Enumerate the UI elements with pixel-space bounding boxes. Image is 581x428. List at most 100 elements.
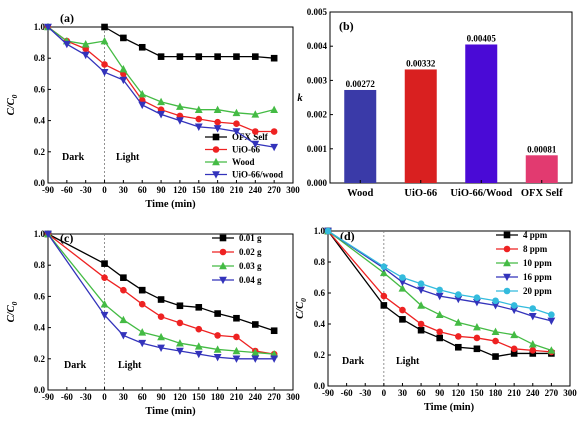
x-tick-label: 300 [286, 185, 300, 195]
data-point [252, 128, 259, 135]
plot-frame [327, 230, 571, 387]
x-tick-label: 60 [138, 185, 148, 195]
x-tick-label: 270 [267, 185, 281, 195]
data-point [548, 311, 555, 319]
y-tick-label: 0.8 [34, 53, 46, 63]
data-point [214, 53, 221, 60]
data-point [194, 342, 203, 350]
data-point [417, 286, 425, 294]
data-point [119, 332, 128, 340]
data-point [435, 310, 444, 318]
y-tick-label: 0.6 [34, 291, 46, 301]
x-tick-label: -90 [42, 392, 54, 402]
series-0 [101, 23, 278, 62]
legend-marker [503, 273, 511, 282]
panel-b: 0.000 0.001 0.002 0.003 0.004 0.005 0.00272 Woo… [297, 7, 573, 199]
bar-value-label: 0.00405 [467, 33, 497, 43]
x-tick-label: 90 [435, 388, 445, 398]
data-point [399, 274, 406, 281]
series-3 [324, 227, 556, 325]
y-tick-label: 0.4 [34, 323, 46, 333]
data-point [44, 230, 52, 239]
y-tick-label: 1.0 [34, 229, 46, 239]
data-point [454, 318, 463, 326]
data-point [528, 340, 537, 348]
x-tick-label: 240 [526, 388, 540, 398]
data-point [194, 105, 203, 113]
data-point [380, 302, 388, 309]
data-point [252, 53, 259, 60]
panel-label: (b) [339, 19, 354, 33]
x-tick-label: -30 [80, 185, 92, 195]
data-point [176, 117, 184, 125]
data-point [251, 110, 260, 118]
y-tick-label: 0.2 [34, 147, 46, 157]
data-point [176, 102, 184, 110]
panel-label: (c) [60, 231, 73, 245]
data-point [529, 305, 537, 312]
data-point [380, 292, 388, 300]
data-point [213, 125, 222, 133]
data-point [157, 111, 165, 119]
series-3 [44, 230, 279, 363]
x-tick-label: 120 [452, 388, 466, 398]
y-tick-label: 0.005 [307, 7, 328, 17]
legend-marker [219, 276, 227, 285]
data-point [195, 115, 203, 123]
y-tick-label: 0.0 [314, 381, 326, 391]
data-point [62, 40, 71, 49]
data-point [119, 315, 128, 324]
data-point [455, 343, 462, 351]
dark-annotation: Dark [62, 152, 85, 163]
data-point [436, 334, 443, 342]
data-point [101, 23, 108, 31]
x-tick-label: 150 [192, 185, 206, 195]
x-tick-label: UiO-66 [404, 188, 437, 199]
bar-value-label: 0.00081 [527, 144, 557, 154]
y-axis-label: C/C0 [295, 298, 308, 319]
y-tick-label: 0.000 [307, 178, 328, 188]
data-point [120, 286, 127, 294]
y-tick-label: 0.4 [34, 116, 46, 126]
legend-label: 10 ppm [523, 258, 552, 268]
legend-label: 0.02 g [239, 247, 262, 257]
x-tick-label: 270 [267, 392, 281, 402]
plot-frame [47, 26, 294, 184]
y-tick-label: 0.2 [314, 350, 326, 360]
dark-annotation: Dark [64, 360, 87, 371]
legend-marker [503, 231, 511, 239]
x-tick-label: 210 [230, 392, 244, 402]
x-tick-label: 30 [119, 392, 129, 402]
data-point [454, 295, 463, 304]
data-point [473, 323, 481, 331]
y-axis-label: k [297, 93, 303, 104]
legend-label: 4 ppm [523, 230, 548, 240]
y-tick-label: 0.8 [34, 260, 46, 270]
legend-label: UiO-66/wood [232, 170, 283, 180]
data-point [101, 274, 108, 281]
data-point [194, 350, 203, 359]
x-tick-label: -60 [341, 388, 353, 398]
data-point [213, 105, 222, 113]
data-point [176, 347, 184, 356]
legend-marker [503, 258, 511, 267]
data-point [252, 321, 259, 328]
data-point [176, 319, 184, 327]
y-tick-label: 0.6 [314, 288, 326, 298]
data-point [233, 120, 240, 128]
y-tick-label: 1.0 [314, 226, 326, 236]
x-axis-label: Time (min) [424, 402, 475, 413]
x-tick-label: 60 [417, 388, 427, 398]
data-point [214, 310, 221, 317]
data-point [213, 353, 222, 362]
data-point [435, 292, 444, 301]
data-point [473, 334, 481, 342]
legend-marker [212, 133, 220, 141]
data-point [119, 76, 128, 85]
data-point [436, 328, 443, 336]
data-point [100, 311, 109, 320]
x-tick-label: 240 [249, 185, 263, 195]
data-point [473, 299, 481, 307]
data-point [491, 327, 500, 336]
